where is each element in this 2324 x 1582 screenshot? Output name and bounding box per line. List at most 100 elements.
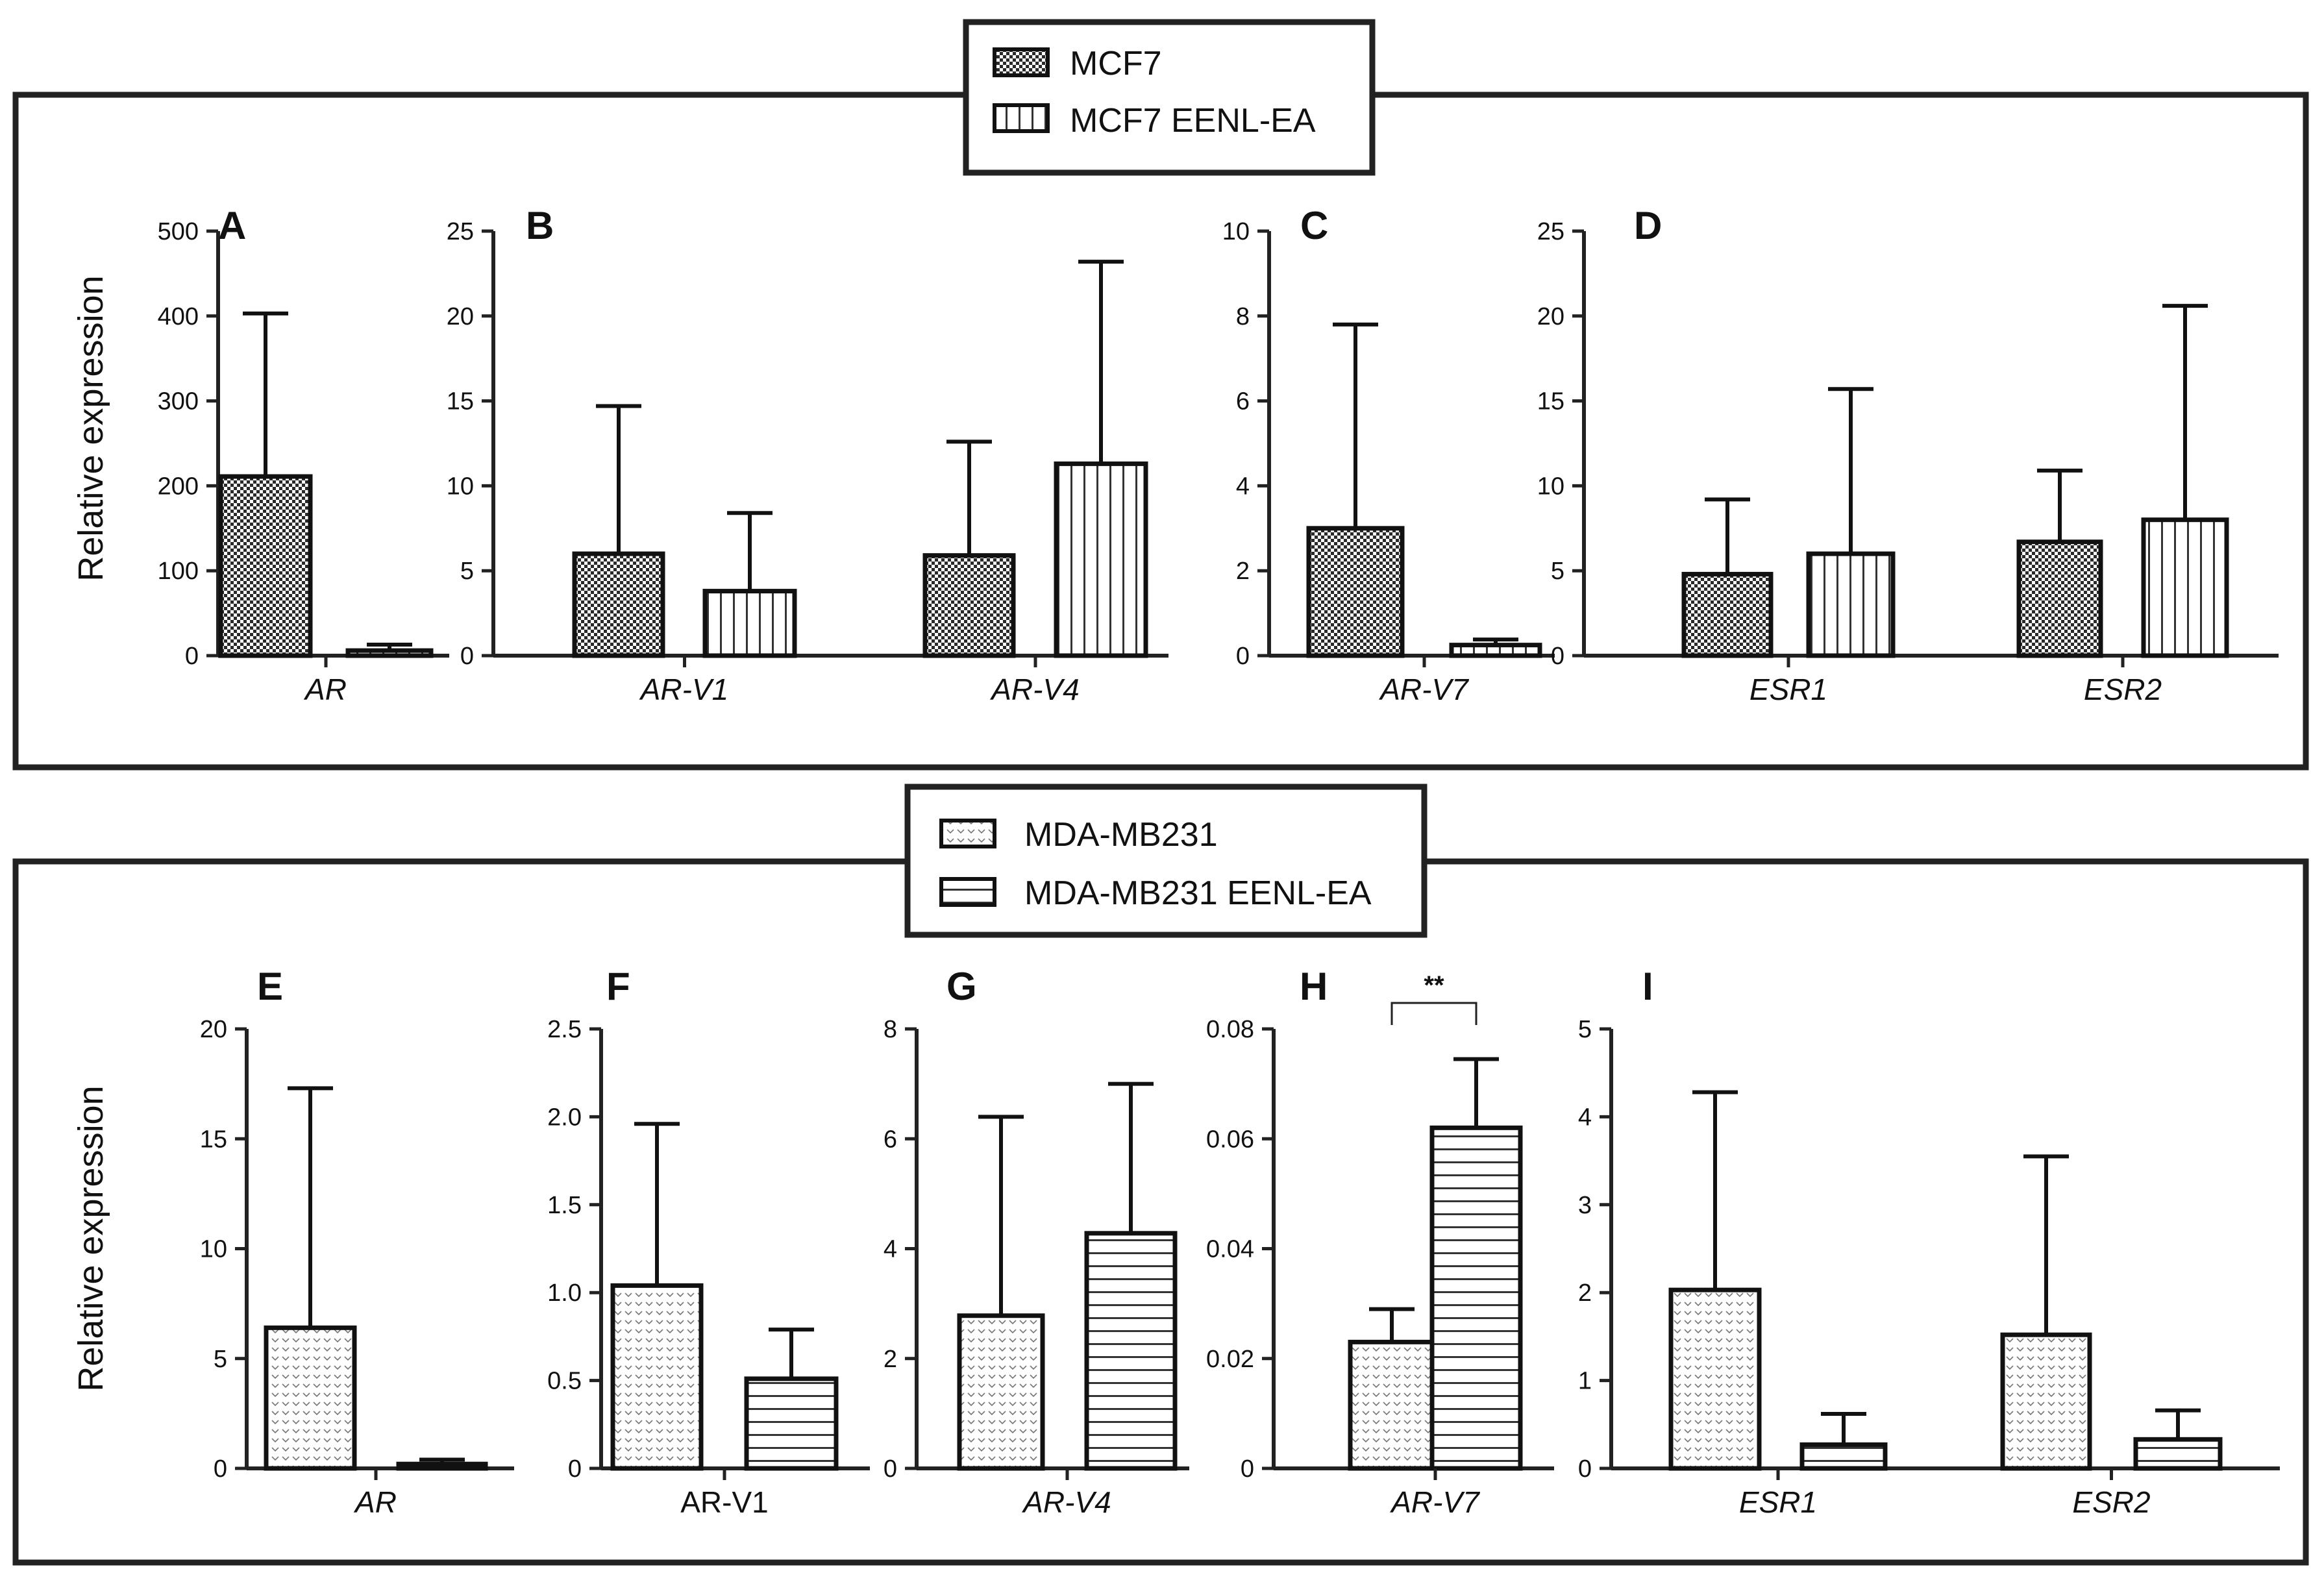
y-tick-label: 1 <box>1578 1368 1592 1395</box>
category-label: ESR2 <box>2072 1485 2150 1519</box>
bar-ar-v7-eenl-ea <box>1449 643 1542 658</box>
y-tick-label: 0.04 <box>1206 1236 1254 1263</box>
y-tick-label: 0 <box>460 643 474 670</box>
bar-esr2-control <box>2000 1332 2092 1471</box>
y-tick-label: 2 <box>1578 1279 1592 1307</box>
bar-ar-eenl-ea <box>396 1461 488 1471</box>
y-tick-label: 2.0 <box>547 1104 582 1131</box>
y-tick-label: 25 <box>447 218 474 245</box>
y-tick-label: 0 <box>214 1455 227 1483</box>
bar-ar-v7-control <box>1348 1339 1436 1471</box>
category-label: AR-V7 <box>1389 1485 1480 1519</box>
bar-ar-v1-eenl-ea <box>702 589 797 658</box>
y-tick-label: 100 <box>158 558 199 585</box>
y-tick-label: 200 <box>158 473 199 500</box>
y-tick-label: 500 <box>158 218 199 245</box>
y-tick-label: 10 <box>447 473 474 500</box>
y-tick-label: 0 <box>1236 643 1250 670</box>
y-tick-label: 0.06 <box>1206 1126 1254 1153</box>
category-label: AR-V4 <box>989 673 1079 706</box>
legend-swatch-mcf7-eenl-ea <box>993 103 1050 133</box>
y-tick-label: 0.5 <box>547 1368 582 1395</box>
y-tick-label: 4 <box>1578 1104 1592 1131</box>
bar-ar-v4-eenl-ea <box>1054 461 1148 658</box>
bar-esr1-eenl-ea <box>1806 551 1896 658</box>
significance-bracket <box>1391 1002 1477 1025</box>
y-tick-label: 20 <box>447 303 474 330</box>
chart-panel-i: 0 1 2 3 4 5 ESR1 ESR2 I <box>1578 965 2280 1519</box>
panel-letter: B <box>526 204 554 247</box>
legend-mda: MDA-MB231 MDA-MB231 EENL-EA <box>904 784 1428 938</box>
chart-panel-f: 0 0.5 1.0 1.5 2.0 2.5 AR-V1 F <box>547 965 870 1519</box>
y-tick-label: 0 <box>884 1455 897 1483</box>
legend-swatch-mcf7 <box>993 47 1050 77</box>
legend-swatch-mda-mb231 <box>939 819 996 848</box>
legend-label-mcf7: MCF7 <box>1070 45 1162 82</box>
panel-letter: F <box>606 965 630 1008</box>
y-axis-label-bottom: Relative expression <box>71 1085 110 1391</box>
bar-esr1-eenl-ea <box>1799 1442 1888 1471</box>
legend-mcf7: MCF7 MCF7 EENL-EA <box>963 19 1376 176</box>
y-tick-label: 10 <box>200 1236 227 1263</box>
y-tick-label: 4 <box>884 1236 897 1263</box>
bar-ar-eenl-ea <box>345 648 434 658</box>
category-label: ESR1 <box>1739 1485 1817 1519</box>
chart-panel-d: 0 5 10 15 20 25 ESR1 ESR2 D <box>1537 204 2279 706</box>
y-tick-label: 1.5 <box>547 1192 582 1219</box>
y-tick-label: 20 <box>1537 303 1564 330</box>
bar-ar-v1-eenl-ea <box>744 1376 839 1471</box>
bar-ar-control <box>218 474 313 658</box>
y-tick-label: 4 <box>1236 473 1250 500</box>
bar-esr2-eenl-ea <box>2141 517 2229 658</box>
legend-label-mda-mb231-eenl-ea: MDA-MB231 EENL-EA <box>1024 874 1372 912</box>
legend-label-mda-mb231: MDA-MB231 <box>1024 816 1218 854</box>
chart-panel-a: 0 100 200 300 400 500 AR A <box>158 204 449 706</box>
y-tick-label: 300 <box>158 388 199 415</box>
bar-ar-v4-eenl-ea <box>1084 1231 1178 1471</box>
chart-panel-h: 0 0.02 0.04 0.06 0.08 AR-V7 H ** <box>1206 965 1554 1519</box>
y-tick-label: 15 <box>200 1126 227 1153</box>
panel-letter: A <box>218 204 246 247</box>
chart-panel-g: 0 2 4 6 8 AR-V4 G <box>884 965 1189 1519</box>
bar-esr2-control <box>2016 539 2103 658</box>
y-tick-label: 0 <box>1241 1455 1254 1483</box>
legend-box <box>904 784 1428 938</box>
category-label: ESR2 <box>2084 673 2162 706</box>
category-label: AR-V1 <box>680 1485 768 1519</box>
panel-letter: E <box>257 965 283 1008</box>
category-label: AR-V4 <box>1021 1485 1111 1519</box>
y-tick-label: 2.5 <box>547 1016 582 1043</box>
panel-letter: G <box>946 965 977 1008</box>
category-label: AR <box>353 1485 397 1519</box>
y-tick-label: 0.02 <box>1206 1346 1254 1373</box>
y-tick-label: 8 <box>1236 303 1250 330</box>
chart-panel-e: 0 5 10 15 20 AR E <box>200 965 514 1519</box>
y-axis-label-top: Relative expression <box>71 275 110 581</box>
panel-letter: C <box>1300 204 1328 247</box>
bar-ar-v1-control <box>572 551 665 658</box>
y-tick-label: 5 <box>214 1346 227 1373</box>
y-tick-label: 3 <box>1578 1192 1592 1219</box>
bar-ar-v7-control <box>1306 526 1405 658</box>
y-tick-label: 15 <box>1537 388 1564 415</box>
chart-panel-b: 0 5 10 15 20 25 AR-V1 AR-V4 B <box>447 204 1168 706</box>
chart-panel-c: 0 2 4 6 8 10 AR-V7 C <box>1222 204 1555 706</box>
y-tick-label: 400 <box>158 303 199 330</box>
y-tick-label: 8 <box>884 1016 897 1043</box>
bar-esr1-control <box>1668 1287 1762 1471</box>
category-label: AR-V7 <box>1378 673 1469 706</box>
bar-ar-v7-eenl-ea <box>1429 1125 1523 1471</box>
y-tick-label: 25 <box>1537 218 1564 245</box>
y-tick-label: 2 <box>1236 558 1250 585</box>
y-tick-label: 0 <box>1551 643 1564 670</box>
legend-label-mcf7-eenl-ea: MCF7 EENL-EA <box>1070 102 1316 140</box>
legend-swatch-mda-mb231-eenl-ea <box>939 877 996 907</box>
category-label: AR-V1 <box>639 673 728 706</box>
y-tick-label: 0 <box>185 643 199 670</box>
bar-ar-v1-control <box>610 1283 704 1471</box>
y-tick-label: 0 <box>1578 1455 1592 1483</box>
y-tick-label: 6 <box>884 1126 897 1153</box>
bar-ar-v4-control <box>957 1313 1045 1471</box>
category-label: AR <box>303 673 347 706</box>
